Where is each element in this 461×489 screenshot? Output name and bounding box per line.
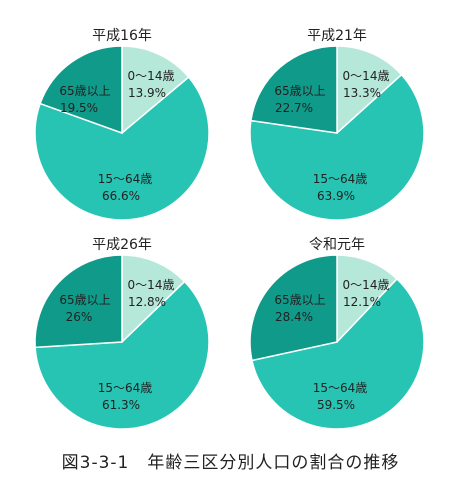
slice-label-age-65-plus: 65歳以上	[274, 293, 325, 307]
slice-label-age-0-14: 0～14歳	[343, 69, 390, 83]
slice-value-age-65-plus: 19.5%	[60, 101, 98, 115]
pie-chart-1: 平成16年 0～14歳 13.9% 15～64歳 66.6% 65歳以上 19.5%	[34, 28, 210, 221]
chart-title: 平成26年	[92, 237, 152, 253]
slice-value-age-0-14: 13.3%	[343, 86, 381, 100]
pie-slice-age-65-plus	[249, 254, 338, 362]
slice-label-age-0-14: 0～14歳	[343, 278, 390, 292]
slice-label-age-0-14: 0～14歳	[128, 69, 175, 83]
slice-value-age-15-64: 61.3%	[102, 398, 140, 412]
pie-chart-3: 平成26年 0～14歳 12.8% 15～64歳 61.3% 65歳以上 26%	[34, 237, 210, 430]
pie-slice-age-65-plus	[250, 45, 338, 134]
slice-value-age-65-plus: 26%	[66, 310, 93, 324]
pie-slice-age-0-14	[121, 45, 190, 135]
slice-label-age-65-plus: 65歳以上	[274, 84, 325, 98]
slice-label-age-65-plus: 65歳以上	[59, 293, 110, 307]
slice-label-age-15-64: 15～64歳	[98, 381, 153, 395]
slice-label-age-0-14: 0～14歳	[128, 278, 175, 292]
pie-slice-age-0-14	[336, 254, 399, 344]
pie-slice-age-65-plus	[39, 45, 123, 135]
pie-chart-4: 令和元年 0～14歳 12.1% 15～64歳 59.5% 65歳以上 28.4%	[249, 237, 425, 430]
pie-slice-age-0-14	[121, 254, 186, 344]
figure-caption: 図3-3-1 年齢三区分別人口の割合の推移	[61, 453, 400, 473]
pie-charts-panel: 平成16年 0～14歳 13.9% 15～64歳 66.6% 65歳以上 19.5% 平成21…	[34, 28, 425, 430]
slice-label-age-15-64: 15～64歳	[313, 172, 368, 186]
pie-chart-2: 平成21年 0～14歳 13.3% 15～64歳 63.9% 65歳以上 22.7%	[249, 28, 425, 221]
slice-value-age-0-14: 12.1%	[343, 295, 381, 309]
slice-value-age-15-64: 66.6%	[102, 189, 140, 203]
pie-slice-age-0-14	[336, 45, 403, 135]
slice-value-age-15-64: 63.9%	[317, 189, 355, 203]
slice-label-age-15-64: 15～64歳	[98, 172, 153, 186]
slice-value-age-0-14: 12.8%	[128, 295, 166, 309]
chart-title: 平成21年	[307, 28, 367, 44]
slice-value-age-15-64: 59.5%	[317, 398, 355, 412]
pie-slice-age-15-64	[34, 280, 210, 430]
slice-label-age-15-64: 15～64歳	[313, 381, 368, 395]
slice-value-age-0-14: 13.9%	[128, 86, 166, 100]
chart-title: 令和元年	[309, 237, 365, 253]
pie-slice-age-65-plus	[34, 254, 123, 349]
slice-label-age-65-plus: 65歳以上	[59, 84, 110, 98]
slice-value-age-65-plus: 28.4%	[275, 310, 313, 324]
pie-slice-age-15-64	[249, 73, 425, 221]
pie-slice-age-15-64	[34, 76, 210, 221]
chart-title: 平成16年	[92, 28, 152, 44]
pie-slice-age-15-64	[251, 277, 425, 430]
slice-value-age-65-plus: 22.7%	[275, 101, 313, 115]
